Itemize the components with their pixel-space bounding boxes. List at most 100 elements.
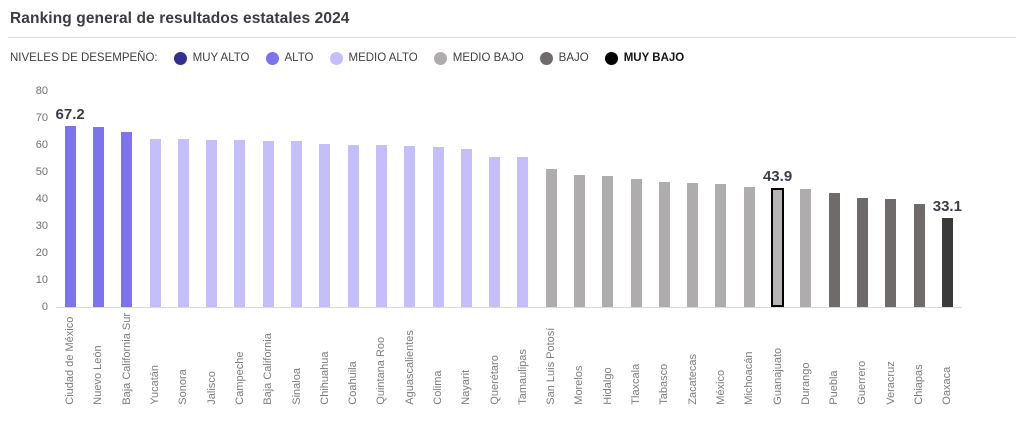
bar[interactable] <box>630 179 642 307</box>
x-label-cell: Guerrero <box>848 308 876 405</box>
x-axis-state-label: Yucatán <box>149 364 162 405</box>
x-axis-state-label: Baja California Sur <box>120 313 133 405</box>
bar[interactable] <box>743 186 755 307</box>
bar[interactable] <box>404 145 416 307</box>
x-label-cell: Chihuahua <box>311 308 339 405</box>
bar-column: 43.9 <box>762 91 793 307</box>
bar[interactable] <box>432 146 444 307</box>
x-axis-state-label: Baja California <box>262 333 275 405</box>
x-label-cell: Guanajuato <box>763 308 791 405</box>
bar-column <box>452 91 480 307</box>
x-label-cell: Baja California Sur <box>113 308 141 405</box>
value-label: 33.1 <box>932 197 962 215</box>
x-label-cell: Querétaro <box>480 308 508 405</box>
x-axis-state-label: Puebla <box>828 370 841 405</box>
bar[interactable] <box>545 168 557 307</box>
x-label-cell: Baja California <box>254 308 282 405</box>
bar-column <box>679 91 707 307</box>
legend-item-label: MUY BAJO <box>623 52 685 64</box>
legend-item-muy-bajo[interactable]: MUY BAJO <box>604 51 685 65</box>
legend-item-label: MEDIO ALTO <box>348 52 418 64</box>
bar[interactable] <box>319 144 331 307</box>
bars-container: 67.2 43.9 33.1 <box>56 91 962 307</box>
x-axis-state-label: Quintana Roo <box>375 336 388 405</box>
y-tick-label: 50 <box>35 166 48 178</box>
x-label-cell: Zacatecas <box>679 308 707 405</box>
x-axis-state-label: Sinaloa <box>290 368 303 405</box>
bar-column <box>197 91 225 307</box>
y-tick-label: 80 <box>35 85 48 97</box>
bar[interactable] <box>149 138 161 307</box>
legend-dot-icon <box>539 51 553 65</box>
x-label-cell: Quintana Roo <box>367 308 395 405</box>
bar[interactable] <box>658 181 670 307</box>
x-axis-state-label: Tamaulipas <box>516 349 529 405</box>
legend-item-bajo[interactable]: BAJO <box>539 51 589 65</box>
bar[interactable] <box>913 204 925 307</box>
bar[interactable] <box>460 148 472 307</box>
bar-highlighted[interactable] <box>771 188 785 307</box>
bar[interactable] <box>92 127 104 307</box>
bar[interactable] <box>856 198 868 307</box>
bar[interactable] <box>715 184 727 307</box>
bar[interactable] <box>375 145 387 307</box>
x-axis-state-label: Sonora <box>177 369 190 405</box>
x-axis-state-label: Guerrero <box>856 360 869 405</box>
x-axis-state-label: Colima <box>432 370 444 405</box>
x-axis-state-label: Jalisco <box>205 371 218 405</box>
legend-dot-icon <box>433 51 447 65</box>
bar[interactable] <box>941 217 953 307</box>
x-axis-state-label: Veracruz <box>884 361 897 405</box>
x-axis-state-label: Querétaro <box>488 355 501 405</box>
x-label-cell: Aguascalientes <box>396 308 424 405</box>
bar[interactable] <box>262 140 274 307</box>
plot-area: 67.2 43.9 33.1 <box>56 91 962 308</box>
x-label-cell: Puebla <box>820 308 848 405</box>
bar[interactable] <box>687 183 699 307</box>
x-label-cell: Yucatán <box>141 308 169 405</box>
legend-item-label: ALTO <box>284 52 314 64</box>
x-axis-state-label: Nuevo León <box>92 345 105 405</box>
bar-column <box>339 91 367 307</box>
bar[interactable] <box>177 139 189 307</box>
bar[interactable] <box>64 125 76 307</box>
legend-title: NIVELES DE DESEMPEÑO: <box>10 52 158 64</box>
x-label-cell: Chiapas <box>905 308 933 404</box>
x-label-cell: México <box>707 308 735 405</box>
bar[interactable] <box>602 175 614 307</box>
legend-item-medio-alto[interactable]: MEDIO ALTO <box>329 51 418 65</box>
bar[interactable] <box>573 174 585 307</box>
bar[interactable] <box>347 145 359 307</box>
legend-dot-icon <box>265 51 279 65</box>
legend-item-muy-alto[interactable]: MUY ALTO <box>173 51 250 65</box>
bar[interactable] <box>121 131 133 307</box>
bar-column <box>594 91 622 307</box>
bar[interactable] <box>291 141 303 307</box>
x-label-cell: Tamaulipas <box>509 308 537 405</box>
bar-column <box>565 91 593 307</box>
bar[interactable] <box>828 193 840 307</box>
x-axis-state-label: Tabasco <box>658 363 671 405</box>
x-label-cell: Ciudad de México <box>56 308 84 405</box>
bar[interactable] <box>517 157 529 307</box>
x-label-cell: Michoacán <box>735 308 763 405</box>
bar-column <box>84 91 112 307</box>
bar[interactable] <box>800 189 812 307</box>
bar-column <box>622 91 650 307</box>
value-label: 43.9 <box>762 168 793 186</box>
y-axis: 0 10 20 30 40 50 60 70 80 <box>8 85 56 313</box>
bar-column <box>424 91 452 307</box>
x-label-cell: Nuevo León <box>84 308 112 405</box>
legend-item-label: MEDIO BAJO <box>452 52 524 64</box>
legend-item-label: BAJO <box>558 52 589 64</box>
bar-column <box>877 91 905 307</box>
bar[interactable] <box>206 139 218 307</box>
legend-item-medio-bajo[interactable]: MEDIO BAJO <box>433 51 524 65</box>
bar-column <box>707 91 735 307</box>
bar[interactable] <box>489 156 501 307</box>
legend-item-alto[interactable]: ALTO <box>265 51 314 65</box>
x-axis-state-label: Zacatecas <box>686 353 699 405</box>
x-axis-state-label: Oaxaca <box>941 366 954 405</box>
bar[interactable] <box>234 140 246 307</box>
bar[interactable] <box>885 199 897 307</box>
